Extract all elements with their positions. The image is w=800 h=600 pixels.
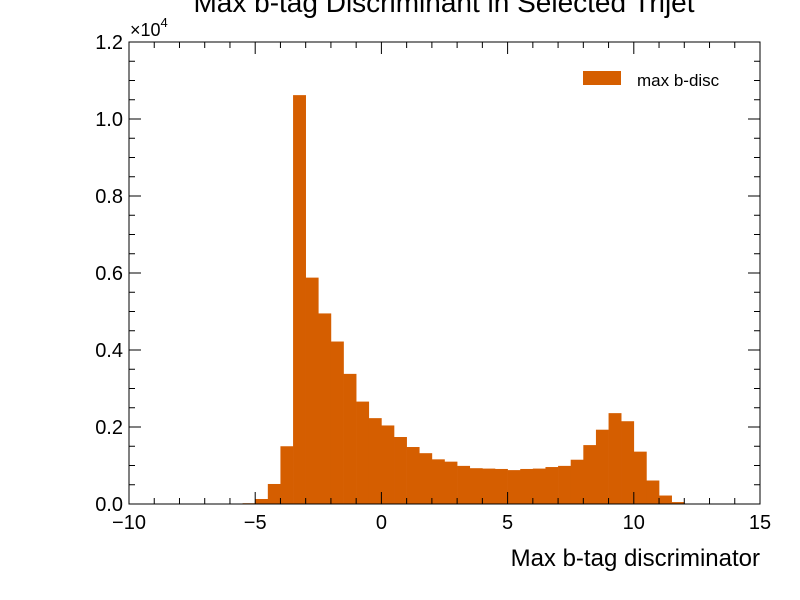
legend: max b-disc [583, 71, 720, 90]
histogram-bar [621, 421, 635, 504]
y-tick-label: 0.4 [95, 340, 123, 362]
histogram-bar [595, 429, 609, 504]
histogram-bar [570, 459, 584, 504]
histogram-bar [583, 445, 597, 504]
y-tick-label: 0.6 [95, 263, 123, 285]
x-tick-label: −5 [244, 512, 267, 534]
plot-frame [128, 41, 761, 505]
histogram-bar [343, 373, 357, 504]
histogram-bar [356, 401, 370, 504]
legend-swatch [583, 71, 621, 85]
legend-label: max b-disc [637, 71, 720, 90]
histogram-bar [444, 461, 458, 504]
histogram-bar [280, 446, 294, 504]
histogram-bar [558, 465, 571, 504]
histogram-bar [318, 313, 332, 504]
x-tick-labels: −10 −5 0 5 10 15 [112, 512, 771, 534]
histogram-bar [406, 447, 420, 504]
histogram-bar [520, 468, 534, 504]
y-tick-label: 0.8 [95, 186, 123, 208]
histogram-bar [507, 470, 521, 504]
histogram-bar [293, 95, 306, 504]
histogram-bar [646, 480, 660, 504]
x-tick-label: 10 [623, 512, 645, 534]
x-tick-label: 5 [502, 512, 513, 534]
histogram-bar [494, 468, 508, 504]
histogram-bar [368, 418, 382, 504]
histogram-bar [633, 451, 647, 504]
histogram-bar [545, 467, 559, 504]
y-tick-label: 0.2 [95, 417, 123, 439]
histogram-bar [532, 468, 546, 504]
histogram-bars [242, 95, 698, 504]
histogram-bar [671, 502, 685, 504]
histogram-bar [431, 459, 445, 504]
axis-ticks [128, 41, 761, 505]
histogram-bar [469, 468, 483, 504]
x-axis-title: Max b-tag discriminator [511, 545, 760, 572]
histogram-bar [255, 498, 269, 504]
y-tick-label: 1.0 [95, 109, 123, 131]
histogram-bar [267, 483, 281, 504]
histogram-bar [394, 437, 407, 504]
y-tick-label: 0.0 [95, 494, 123, 516]
histogram-bar [482, 468, 496, 504]
histogram-bar [659, 495, 672, 504]
x-tick-label: −10 [112, 512, 146, 534]
x-tick-label: 0 [376, 512, 387, 534]
y-tick-label: 1.2 [95, 32, 123, 54]
histogram-bar [419, 453, 433, 504]
y-axis-multiplier: ×104 [130, 15, 168, 40]
x-tick-label: 15 [749, 512, 771, 534]
histogram-bar [305, 277, 319, 504]
chart-title: Max b-tag Discriminant in Selected Trije… [193, 0, 694, 18]
histogram-bar [608, 413, 622, 504]
histogram-bar [330, 341, 344, 504]
histogram-bar [381, 425, 395, 504]
histogram-bar [457, 465, 471, 504]
y-tick-labels: 0.0 0.2 0.4 0.6 0.8 1.0 1.2 [95, 32, 123, 516]
